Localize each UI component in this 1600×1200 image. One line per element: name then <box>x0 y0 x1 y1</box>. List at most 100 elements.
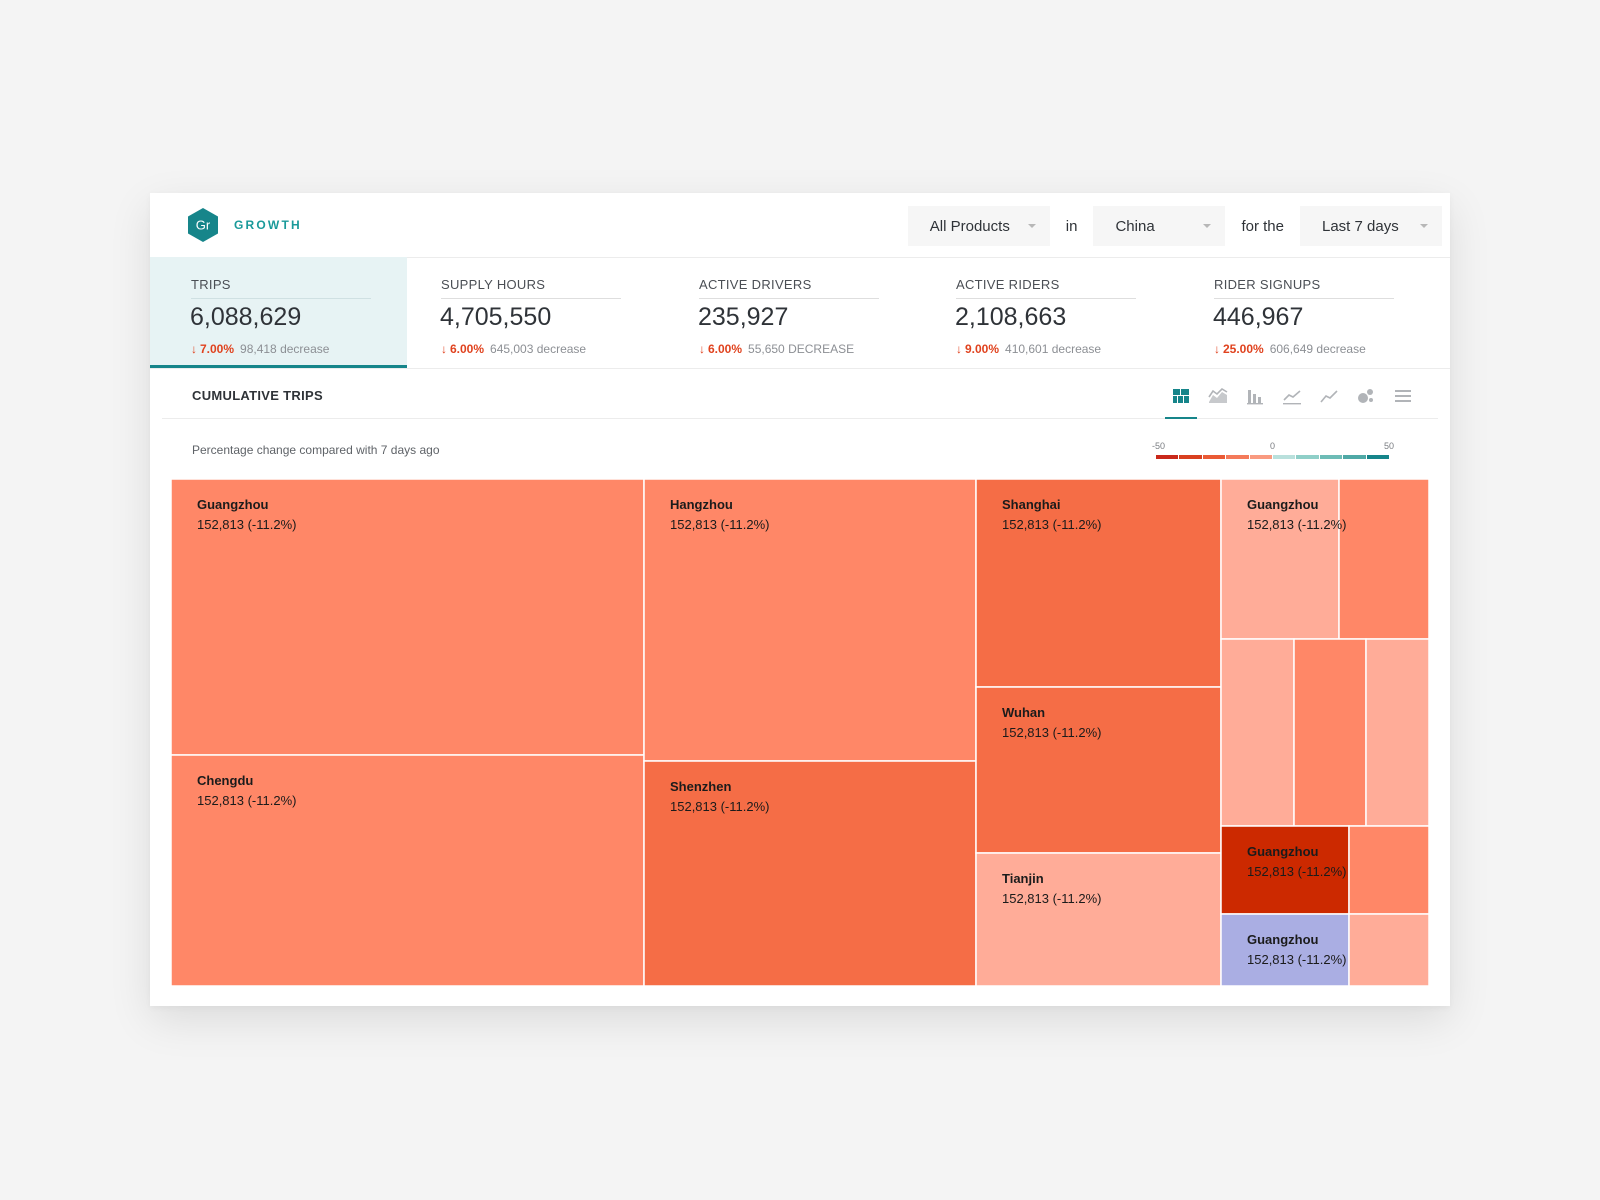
treemap-cell[interactable] <box>975 479 1222 688</box>
legend-swatch <box>1202 455 1226 459</box>
treemap-cell-label: Guangzhou 152,813 (-11.2%) <box>1247 932 1347 967</box>
metric-delta: ↓ 6.00% 645,003 decrease <box>441 342 586 356</box>
metric-delta-percent: 25.00% <box>1223 342 1264 356</box>
treemap-cell-name: Guangzhou <box>1247 497 1319 512</box>
treemap-cell-name: Tianjin <box>1002 871 1044 886</box>
country-select[interactable]: China <box>1093 206 1226 246</box>
for-the-label: for the <box>1241 217 1284 235</box>
metric-value: 4,705,550 <box>440 303 552 331</box>
chevron-down-icon <box>1420 224 1428 228</box>
treemap-cell[interactable] <box>1220 913 1350 986</box>
treemap-cell-label: Shanghai 152,813 (-11.2%) <box>1002 497 1102 532</box>
treemap-cell[interactable] <box>1348 825 1429 915</box>
treemap-cell-value: 152,813 (-11.2%) <box>1247 952 1347 967</box>
legend-min-label: -50 <box>1152 441 1166 451</box>
metric-delta-absolute: 410,601 decrease <box>1005 342 1102 356</box>
metric-label: ACTIVE RIDERS <box>956 277 1136 299</box>
treemap-cell-label: Guangzhou 152,813 (-11.2%) <box>197 497 297 532</box>
product-select-value: All Products <box>929 217 1010 235</box>
treemap-cell-name: Guangzhou <box>1247 932 1319 947</box>
metric-tab-active-drivers[interactable]: ACTIVE DRIVERS 235,927 ↓ 6.00% 55,650 DECR… <box>658 257 915 368</box>
metric-delta-percent: 6.00% <box>450 342 485 356</box>
chevron-down-icon <box>1027 224 1036 228</box>
bar-chart-icon[interactable] <box>1244 385 1266 407</box>
metric-delta: ↓ 7.00% 98,418 decrease <box>191 342 329 356</box>
metrics-row: TRIPS 6,088,629 ↓ 7.00% 98,418 decrease SU… <box>150 257 1450 369</box>
treemap-chart: Guangzhou 152,813 (-11.2%) Chengdu 152,813 … <box>171 479 1429 986</box>
treemap-cell[interactable] <box>1220 825 1350 915</box>
treemap-cell-label: Guangzhou 152,813 (-11.2%) <box>1247 844 1347 879</box>
treemap-icon[interactable] <box>1165 385 1197 419</box>
treemap-cell[interactable] <box>1338 479 1429 640</box>
logo-text: Gr <box>196 218 211 233</box>
treemap-cell-value: 152,813 (-11.2%) <box>1247 864 1347 879</box>
treemap-cell-label: Guangzhou 152,813 (-11.2%) <box>1247 497 1347 532</box>
product-select[interactable]: All Products <box>907 206 1050 246</box>
legend-swatch <box>1343 455 1366 459</box>
metric-delta: ↓ 25.00% 606,649 decrease <box>1214 342 1366 356</box>
dashboard-card: Gr GROWTH All Products in China for the … <box>150 193 1450 1006</box>
legend-swatch <box>1319 455 1343 459</box>
treemap-cell[interactable] <box>1220 479 1340 640</box>
treemap-cell-value: 152,813 (-11.2%) <box>1247 517 1347 532</box>
treemap-cell-label: Hangzhou 152,813 (-11.2%) <box>670 497 770 532</box>
treemap-cell-name: Shenzhen <box>670 779 731 794</box>
metric-delta-absolute: 645,003 decrease <box>490 342 587 356</box>
treemap-cell-name: Hangzhou <box>670 497 733 512</box>
treemap-cell-value: 152,813 (-11.2%) <box>197 517 297 532</box>
arrow-down-icon: ↓ <box>191 342 197 356</box>
treemap-cell-label: Shenzhen 152,813 (-11.2%) <box>670 779 770 814</box>
treemap-cell[interactable] <box>1365 638 1429 827</box>
treemap-cell-name: Wuhan <box>1002 705 1045 720</box>
treemap-cell-label: Tianjin 152,813 (-11.2%) <box>1002 871 1102 906</box>
treemap-cell[interactable] <box>643 760 977 986</box>
treemap-cell[interactable] <box>171 754 645 986</box>
treemap-cell[interactable] <box>1220 638 1295 827</box>
metric-label: TRIPS <box>191 277 371 299</box>
metric-delta: ↓ 6.00% 55,650 DECREASE <box>699 342 854 356</box>
chevron-down-icon <box>1203 224 1212 228</box>
treemap-cell[interactable] <box>975 852 1222 986</box>
brand-name: GROWTH <box>234 218 302 232</box>
metric-value: 446,967 <box>1213 303 1304 331</box>
chart-view-switcher <box>1155 385 1414 419</box>
treemap-cell-name: Guangzhou <box>197 497 269 512</box>
metric-delta-percent: 7.00% <box>200 342 235 356</box>
treemap-cell[interactable] <box>1293 638 1367 827</box>
metric-tab-trips[interactable]: TRIPS 6,088,629 ↓ 7.00% 98,418 decrease <box>150 257 407 368</box>
legend-swatch <box>1296 455 1319 459</box>
area-chart-icon[interactable] <box>1207 385 1229 407</box>
treemap-cell[interactable] <box>643 479 977 762</box>
legend-swatch <box>1366 455 1390 459</box>
growth-logo-icon[interactable]: Gr <box>185 207 221 243</box>
metric-tab-active-riders[interactable]: ACTIVE RIDERS 2,108,663 ↓ 9.00% 410,601 de… <box>915 257 1172 368</box>
legend-color-bar <box>1156 455 1390 459</box>
period-select[interactable]: Last 7 days <box>1300 206 1442 246</box>
treemap-cell-value: 152,813 (-11.2%) <box>1002 517 1102 532</box>
legend-mid-label: 0 <box>1270 441 1276 451</box>
arrow-down-icon: ↓ <box>699 342 705 356</box>
table-view-icon[interactable] <box>1392 385 1414 407</box>
treemap-cell-value: 152,813 (-11.2%) <box>670 799 770 814</box>
treemap-cell-label: Chengdu 152,813 (-11.2%) <box>197 773 297 808</box>
metric-delta-percent: 6.00% <box>708 342 743 356</box>
treemap-cell-value: 152,813 (-11.2%) <box>670 517 770 532</box>
metric-delta-absolute: 606,649 decrease <box>1269 342 1366 356</box>
treemap-cell-name: Shanghai <box>1002 497 1061 512</box>
metric-tab-rider-signups[interactable]: RIDER SIGNUPS 446,967 ↓ 25.00% 606,649 dec… <box>1173 257 1430 368</box>
treemap-cell-label: Wuhan 152,813 (-11.2%) <box>1002 705 1102 740</box>
bubble-chart-icon[interactable] <box>1355 385 1377 407</box>
treemap-cell[interactable] <box>1348 913 1429 986</box>
legend-swatch <box>1226 455 1249 459</box>
arrow-down-icon: ↓ <box>1214 342 1220 356</box>
metric-label: SUPPLY HOURS <box>441 277 621 299</box>
legend-swatch <box>1273 455 1296 459</box>
line-chart-icon[interactable] <box>1281 385 1303 407</box>
header-bar: Gr GROWTH All Products in China for the … <box>150 193 1450 258</box>
arrow-down-icon: ↓ <box>956 342 962 356</box>
legend-swatch <box>1179 455 1202 459</box>
metric-tab-supply-hours[interactable]: SUPPLY HOURS 4,705,550 ↓ 6.00% 645,003 dec… <box>400 257 657 368</box>
trend-line-icon[interactable] <box>1318 385 1340 407</box>
metric-value: 2,108,663 <box>955 303 1067 331</box>
metric-value: 6,088,629 <box>190 303 302 331</box>
